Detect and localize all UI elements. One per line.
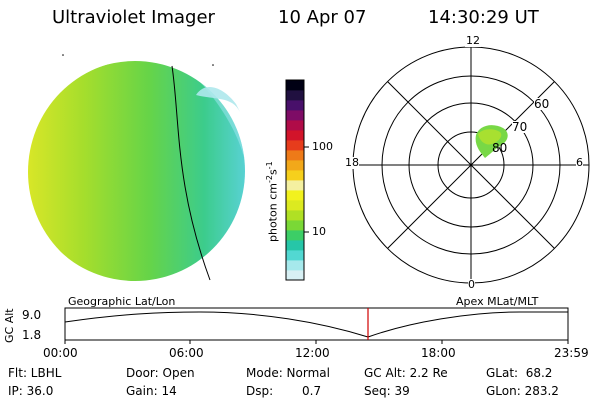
colorbar-label-10: 10 <box>312 225 326 238</box>
colorbar-block <box>286 120 304 131</box>
auroral-emission-core <box>478 129 502 145</box>
colorbar-frame <box>285 79 305 281</box>
colorbar-block <box>286 270 304 281</box>
colorbar-block <box>286 100 304 111</box>
colorbar-blocks <box>286 80 304 281</box>
instrument-title: Ultraviolet Imager <box>52 7 215 28</box>
ip-info: IP: 36.0 <box>8 384 54 398</box>
colorbar-block <box>286 260 304 271</box>
colorbar-block <box>286 130 304 141</box>
disk-noise-dot <box>212 64 214 66</box>
mlat-label-80: 80 <box>492 141 508 155</box>
orbit-ytick-bottom: 1.8 <box>22 328 42 342</box>
orbit-xtick-1800: 18:00 <box>421 346 456 360</box>
altitude-curve <box>64 311 568 338</box>
observation-time: 14:30:29 UT <box>428 7 539 28</box>
door-info: Door: Open <box>126 366 195 380</box>
geo-latitude-info: GLat: 68.2 <box>486 366 553 380</box>
mlat-label-70: 70 <box>512 120 528 134</box>
colorbar-block <box>286 200 304 211</box>
dawn-terminator-line <box>171 65 211 281</box>
orbit-xtick-0600: 06:00 <box>169 346 204 360</box>
colorbar-block <box>286 80 304 91</box>
mlt-label-12: 12 <box>465 34 481 47</box>
gain-info: Gain: 14 <box>126 384 177 398</box>
mode-info: Mode: Normal <box>246 366 330 380</box>
filter-info: Flt: LBHL <box>8 366 62 380</box>
orbit-xtick-1200: 12:00 <box>295 346 330 360</box>
colorbar-block <box>286 180 304 191</box>
geographic-projection-label: Geographic Lat/Lon <box>68 295 176 308</box>
disk-intensity <box>28 61 245 281</box>
orbit-xtick-2359: 23:59 <box>554 346 589 360</box>
mlt-label-6: 6 <box>576 156 583 169</box>
orbit-ytick-top: 9.0 <box>22 308 42 322</box>
colorbar-block <box>286 90 304 101</box>
dsp-label: Dsp: <box>246 384 274 398</box>
mlt-label-0: 0 <box>468 278 475 291</box>
colorbar-block <box>286 250 304 261</box>
colorbar-label-100: 100 <box>312 140 333 153</box>
colorbar-block <box>286 170 304 181</box>
dsp-value: 0.7 <box>302 384 322 398</box>
apex-projection-label: Apex MLat/MLT <box>456 295 539 308</box>
colorbar-block <box>286 110 304 121</box>
colorbar-block <box>286 230 304 241</box>
gc-altitude-info: GC Alt: 2.2 Re <box>364 366 448 380</box>
colorbar-block <box>286 160 304 171</box>
orbit-ylabel: GC Alt <box>3 308 16 343</box>
geo-longitude-info: GLon: 283.2 <box>486 384 559 398</box>
colorbar-block <box>286 220 304 231</box>
sequence-info: Seq: 39 <box>364 384 410 398</box>
colorbar-block <box>286 150 304 161</box>
colorbar-block <box>286 140 304 151</box>
disk-noise-dot <box>62 54 64 56</box>
mlt-label-18: 18 <box>345 156 359 169</box>
colorbar-block <box>286 240 304 251</box>
polar-meridian-diag2 <box>387 81 555 249</box>
disk-edge-glow <box>196 87 240 112</box>
colorbar-block <box>286 190 304 201</box>
colorbar-block <box>286 210 304 221</box>
mlat-label-60: 60 <box>534 97 550 111</box>
observation-date: 10 Apr 07 <box>278 7 367 28</box>
orbit-xtick-0000: 00:00 <box>43 346 78 360</box>
